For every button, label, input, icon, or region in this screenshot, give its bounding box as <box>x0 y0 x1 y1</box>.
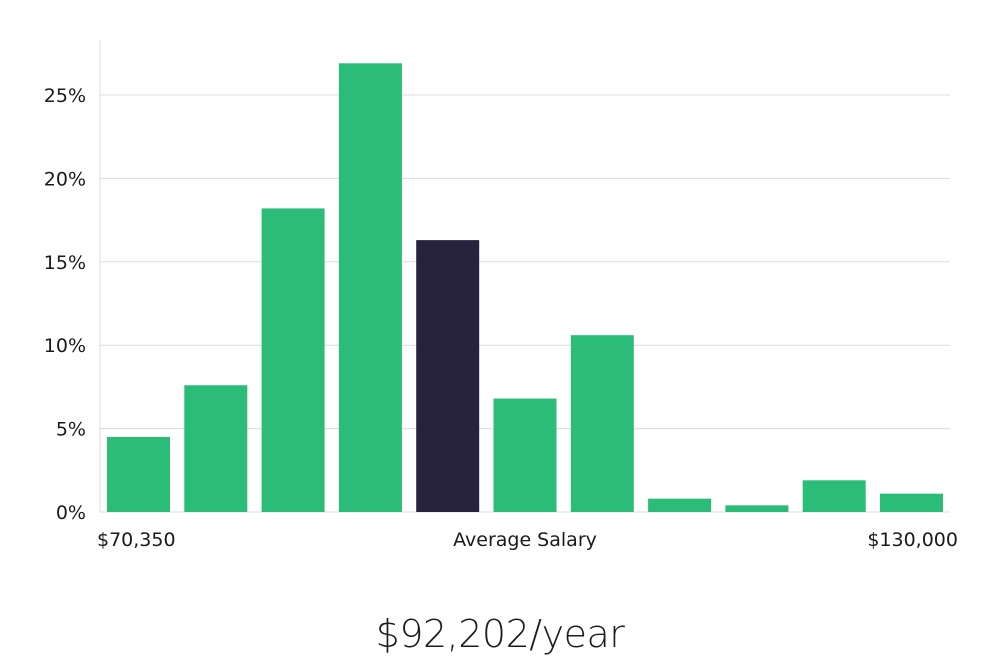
y-tick-label: 20% <box>44 168 86 190</box>
y-tick-label: 5% <box>56 419 86 441</box>
bar <box>107 436 170 512</box>
bar <box>570 335 634 512</box>
y-tick-label: 25% <box>44 85 86 107</box>
x-axis-min-label: $70,350 <box>97 529 176 551</box>
bar <box>493 398 557 512</box>
bar <box>261 208 325 512</box>
y-tick-label: 15% <box>44 252 86 274</box>
bar <box>338 63 402 513</box>
bar <box>880 493 943 512</box>
average-salary-value: $92,202/year <box>375 612 625 656</box>
bar <box>648 498 712 512</box>
bar-highlighted <box>416 240 480 512</box>
x-axis-max-label: $130,000 <box>867 529 958 551</box>
y-axis: 0% 5% 10% 15% 20% 25% <box>44 40 101 524</box>
bar <box>184 385 248 512</box>
bar <box>802 480 866 512</box>
y-tick-label: 10% <box>44 335 86 357</box>
salary-histogram: 0% 5% 10% 15% 20% 25% <box>44 40 950 524</box>
bars <box>107 63 943 513</box>
x-axis-center-label: Average Salary <box>453 529 597 551</box>
y-tick-label: 0% <box>56 502 86 524</box>
bar <box>725 505 789 512</box>
